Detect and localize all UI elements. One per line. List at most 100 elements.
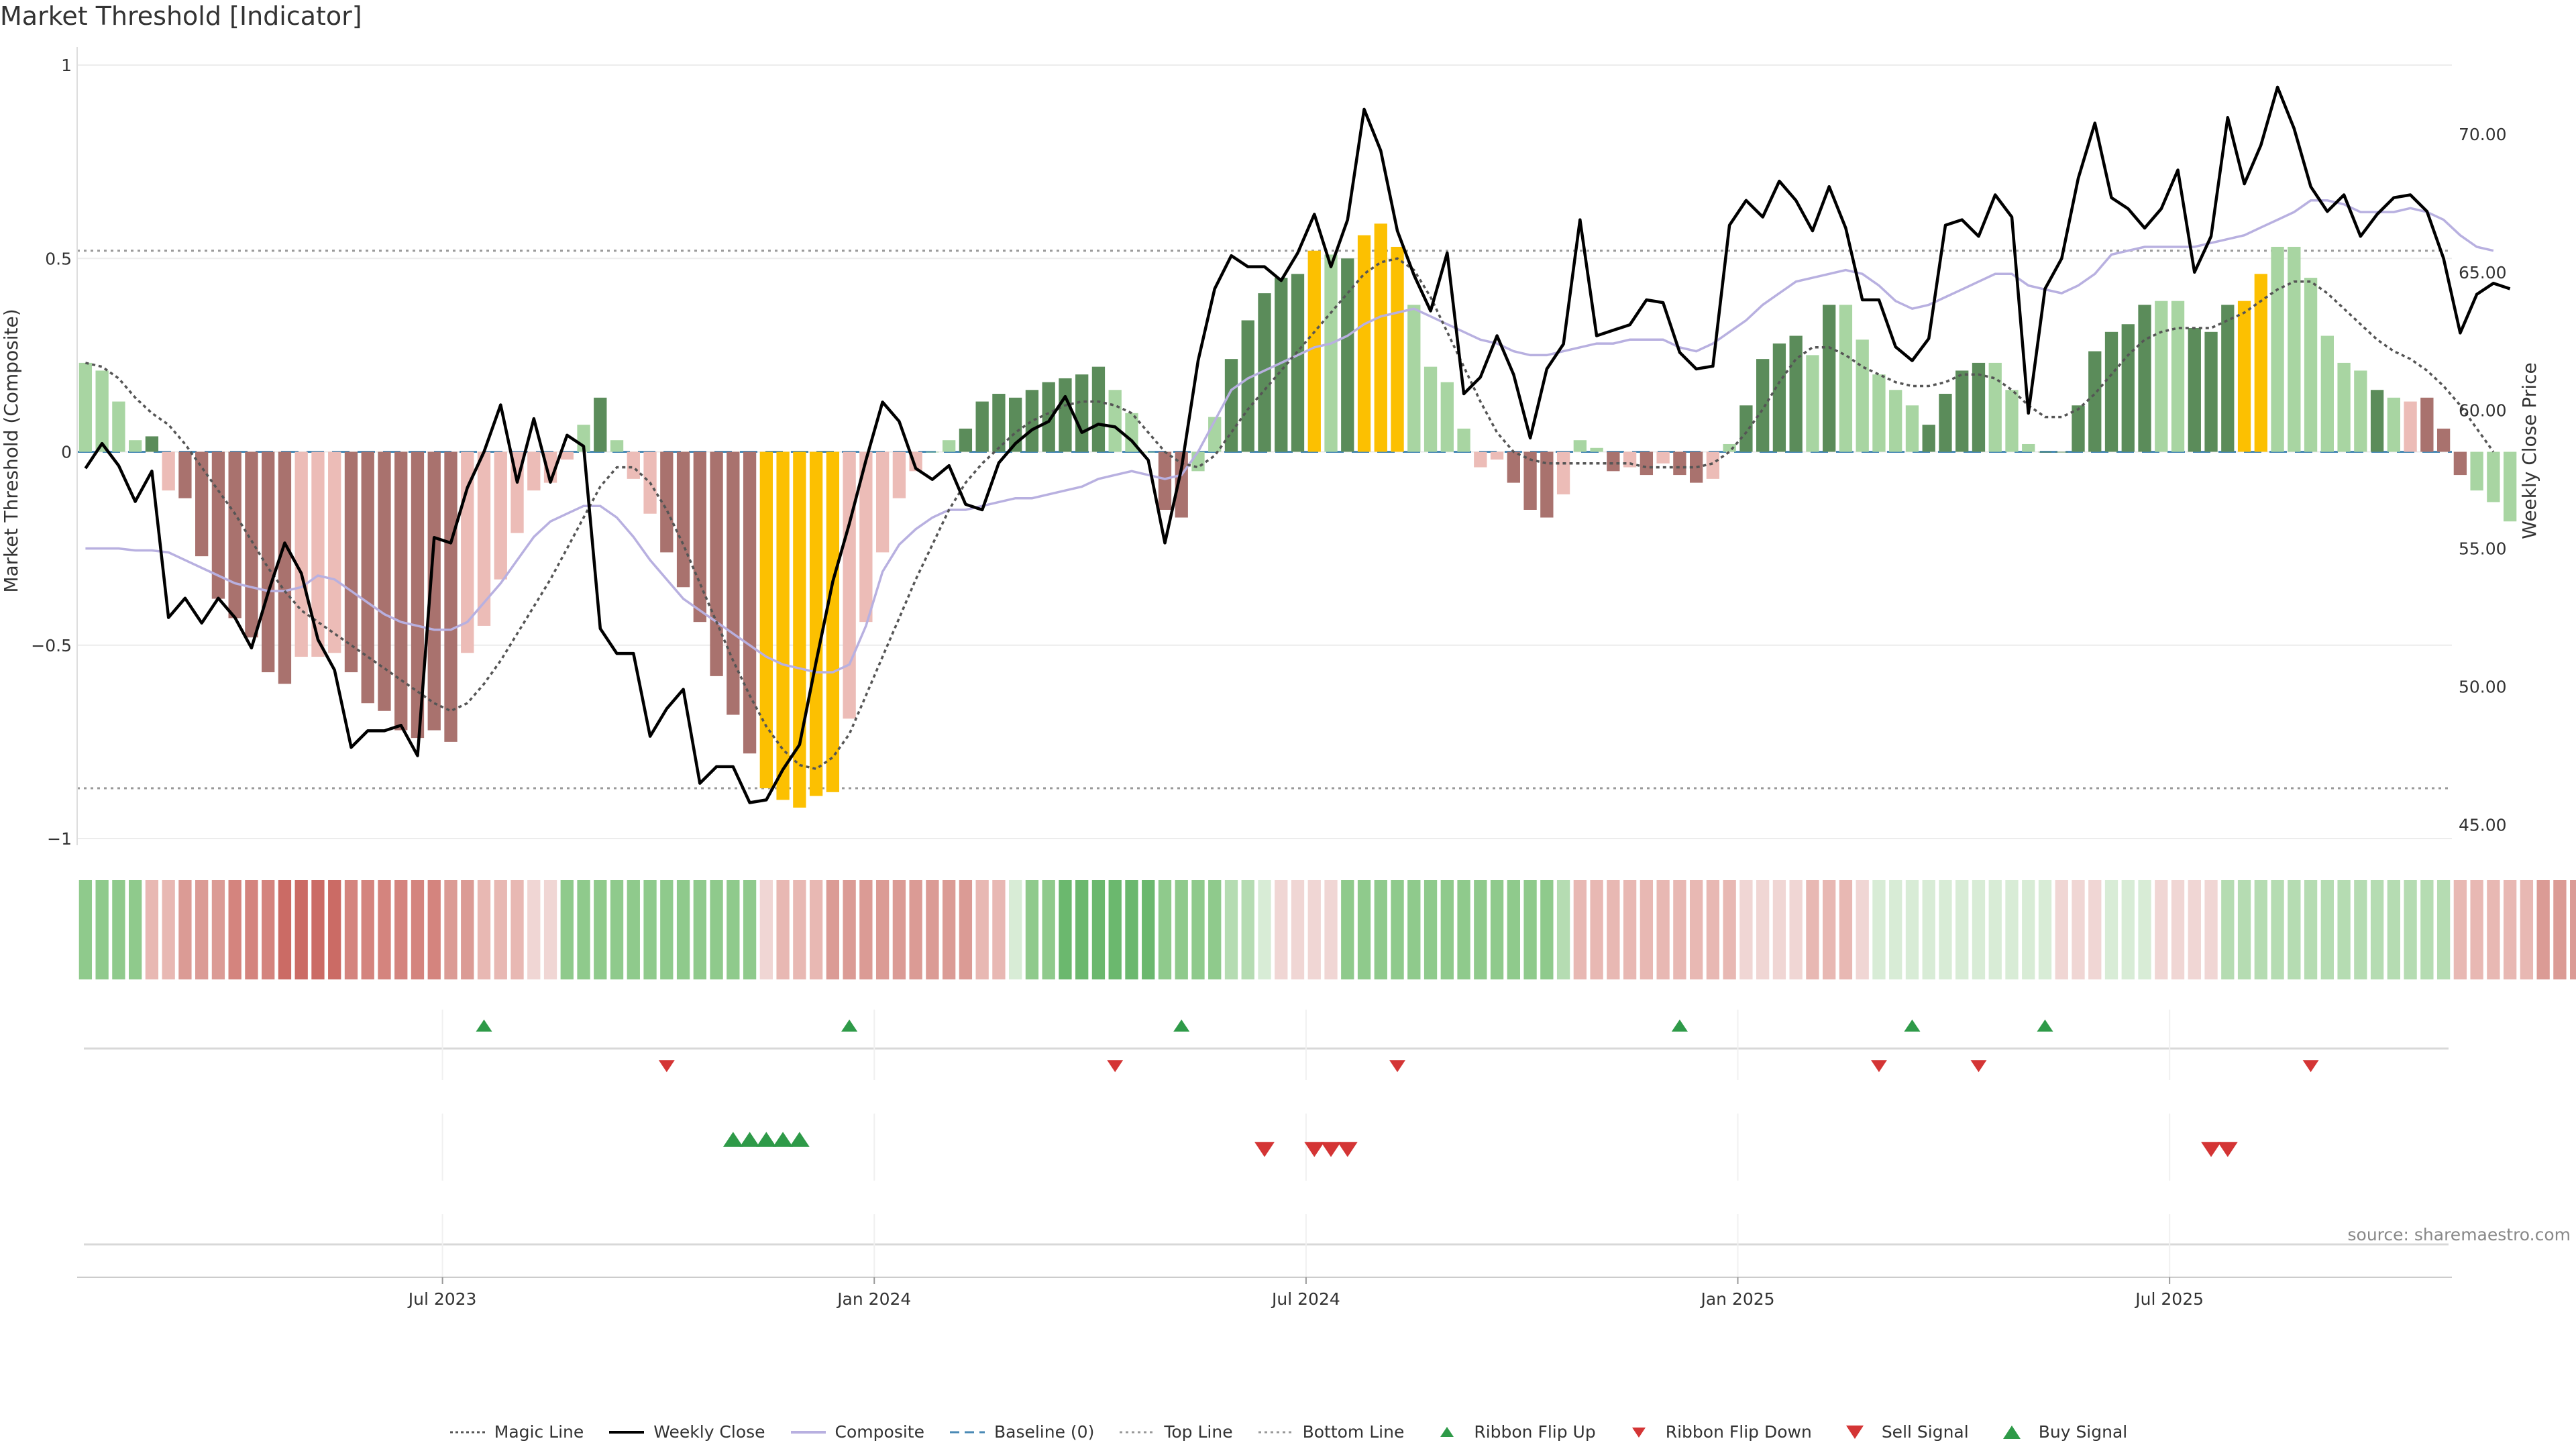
ribbon-cell: [1689, 880, 1703, 979]
ribbon-cell: [2354, 880, 2367, 979]
ribbon-cell: [1723, 880, 1736, 979]
ribbon-cell: [344, 880, 358, 979]
ribbon-cell: [1208, 880, 1222, 979]
composite-bar: [2188, 328, 2201, 452]
buy-signal-marker: [722, 1132, 743, 1147]
legend-item-label: Top Line: [1164, 1422, 1233, 1442]
composite-bar: [826, 451, 840, 792]
ribbon-cell: [2237, 880, 2251, 979]
ribbon-cell: [245, 880, 258, 979]
y-tick-label-right: 45.00: [2459, 815, 2507, 835]
composite-bar: [2503, 451, 2517, 522]
ribbon-cell: [1424, 880, 1438, 979]
composite-bar: [1590, 447, 1603, 452]
ribbon-cell: [1673, 880, 1686, 979]
ribbon-cell: [1457, 880, 1470, 979]
ribbon-cell: [1125, 880, 1138, 979]
ribbon-cell: [693, 880, 706, 979]
legend-item: Buy Signal: [1993, 1422, 2127, 1442]
composite-bar: [294, 451, 308, 657]
ribbon-cell: [1640, 880, 1654, 979]
ribbon-cell: [1756, 880, 1770, 979]
ribbon-cell: [1507, 880, 1520, 979]
composite-bar: [892, 451, 906, 498]
ribbon-cell: [1889, 880, 1902, 979]
ribbon-cell: [2221, 880, 2235, 979]
composite-bar: [2072, 405, 2085, 452]
ribbon-cell: [1590, 880, 1603, 979]
sell-signal-marker: [2217, 1142, 2238, 1157]
composite-bar: [1972, 362, 1986, 452]
composite-bar: [1490, 451, 1504, 460]
composite-bar: [2121, 324, 2135, 452]
legend-item: Sell Signal: [1836, 1422, 1969, 1442]
composite-bar: [1723, 443, 1736, 452]
ribbon-cell: [1440, 880, 1454, 979]
ribbon-cell: [195, 880, 209, 979]
composite-bar: [2436, 428, 2451, 452]
buy-signal-marker: [789, 1132, 810, 1147]
composite-bar: [2171, 301, 2185, 452]
composite-bar: [2138, 305, 2151, 452]
ribbon-cell: [942, 880, 956, 979]
composite-bar: [378, 451, 391, 711]
ribbon-cell: [1540, 880, 1554, 979]
ribbon-flip-up-marker: [2037, 1019, 2053, 1032]
buy-signal-marker: [773, 1132, 794, 1147]
ribbon-cell: [527, 880, 541, 979]
ribbon-flip-up-marker: [476, 1019, 492, 1032]
composite-bar: [1341, 258, 1354, 452]
y-tick-label-right: 50.00: [2459, 678, 2507, 697]
ribbon-cell: [1091, 880, 1106, 979]
chart-title: Market Threshold [Indicator]: [0, 1, 362, 31]
ribbon-cell: [1988, 880, 2002, 979]
composite-bar: [1158, 451, 1172, 510]
composite-bar: [1955, 370, 1969, 452]
sell-signal-marker: [1304, 1142, 1325, 1157]
composite-bar: [2354, 370, 2367, 452]
composite-bar: [2487, 451, 2500, 502]
y-tick-label-right: 55.00: [2459, 539, 2507, 559]
sell-signal-marker: [1321, 1142, 1342, 1157]
composite-bar: [1125, 413, 1138, 452]
ribbon-cell: [1607, 880, 1620, 979]
composite-bar: [2271, 246, 2284, 452]
composite-bar: [693, 451, 706, 623]
composite-bar: [1739, 405, 1753, 452]
composite-bar: [178, 451, 192, 498]
ribbon-cell: [2271, 880, 2284, 979]
ribbon-cell: [1823, 880, 1836, 979]
composite-bar: [262, 451, 275, 673]
composite-bar: [1789, 335, 1803, 452]
ribbon-cell: [1275, 880, 1288, 979]
sell-signal-marker: [2201, 1142, 2222, 1157]
ribbon-cell: [2553, 880, 2567, 979]
y-axis-title-right: Weekly Close Price: [2518, 362, 2540, 539]
ribbon-cell: [627, 880, 640, 979]
composite-bar: [78, 362, 93, 452]
composite-bar: [2088, 351, 2102, 452]
ribbon-cell: [1307, 880, 1321, 979]
composite-bar: [411, 451, 425, 739]
composite-bar: [2005, 390, 2019, 452]
legend-item: Weekly Close: [608, 1422, 765, 1442]
composite-bar: [2204, 331, 2218, 452]
legend-item-label: Sell Signal: [1881, 1422, 1969, 1442]
ribbon-cell: [759, 880, 773, 979]
composite-bar: [361, 451, 374, 704]
legend-key-shape: [1631, 1427, 1646, 1438]
y-tick-label-right: 65.00: [2459, 263, 2507, 282]
composite-bar: [959, 428, 973, 452]
ribbon-cell: [2055, 880, 2068, 979]
ribbon-cell: [211, 880, 225, 979]
composite-bar: [128, 440, 142, 452]
composite-bar: [743, 451, 757, 754]
ribbon-cell: [328, 880, 341, 979]
legend-item: Top Line: [1118, 1422, 1233, 1442]
axes-layer: 1 0.5 0 −0.5 −1 70.00 65.00 60.00 55.00 50.00 45.0…: [0, 47, 2540, 849]
composite-bar: [660, 451, 674, 553]
composite-bar: [1059, 378, 1072, 452]
composite-bar: [527, 451, 541, 491]
ribbon-cell: [1955, 880, 1969, 979]
series-lines: [84, 85, 2511, 804]
